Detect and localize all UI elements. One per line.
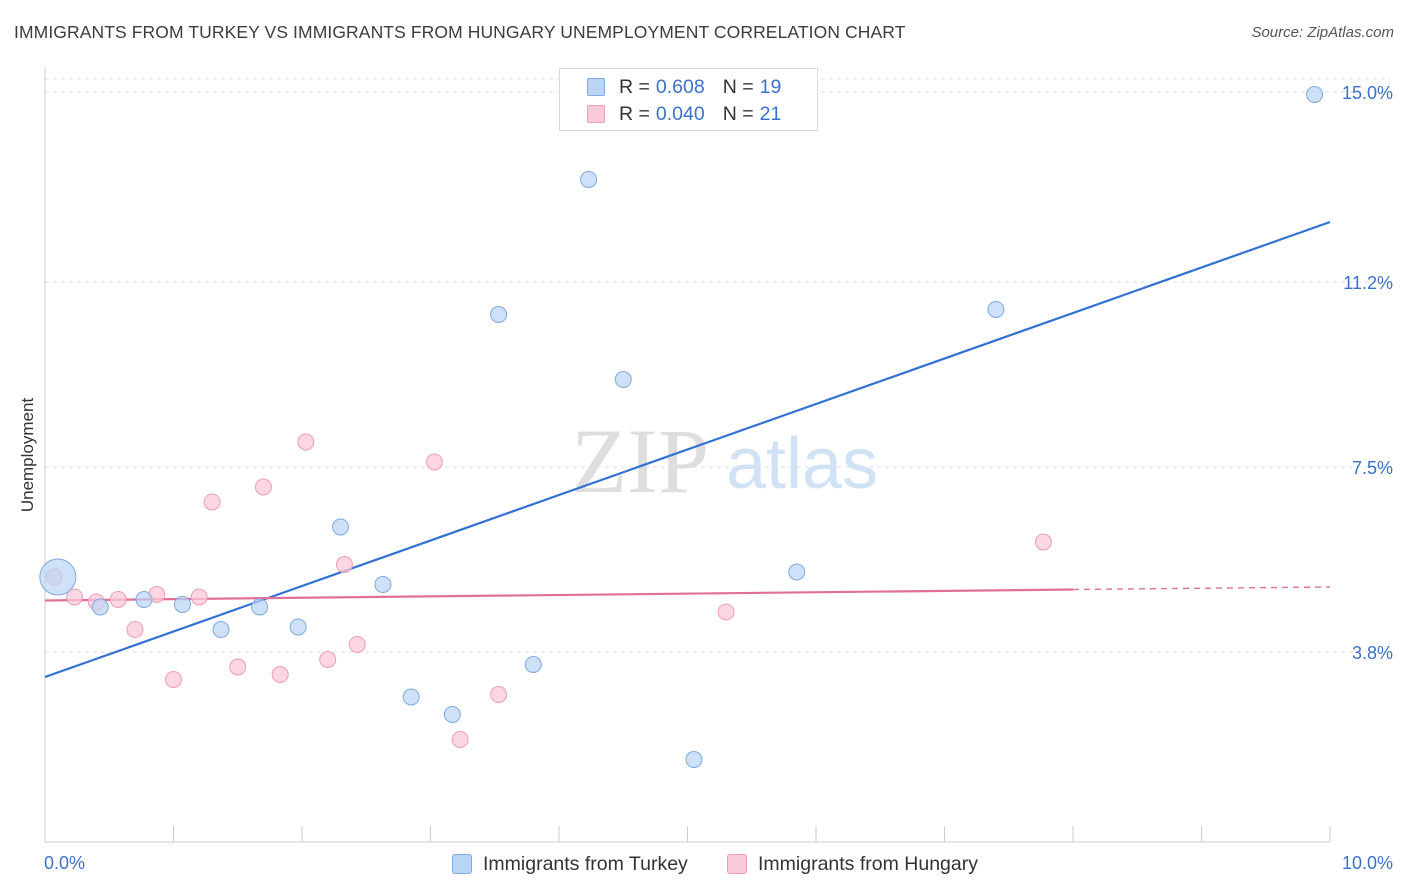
trend-lines [44,220,1331,679]
legend-row-turkey: R = 0.608 N = 19 [587,76,781,98]
legend-row-hungary: R = 0.040 N = 21 [587,103,781,125]
legend-r-value: 0.040 [655,102,705,125]
point-hungary [109,591,127,608]
point-turkey [289,618,307,636]
point-turkey [173,596,191,613]
legend-n-value: 19 [759,75,782,98]
point-hungary [271,666,289,683]
watermark: ZIP atlas [571,410,878,512]
trendline-hungary [44,588,1074,602]
point-hungary [165,671,182,688]
point-hungary [254,478,272,496]
point-turkey [490,306,508,323]
point-turkey [524,656,542,673]
point-turkey [580,171,598,188]
point-hungary [319,651,337,668]
point-turkey [212,621,230,638]
point-turkey [374,576,392,593]
point-turkey [443,706,461,723]
correlation-legend: R = 0.608 N = 19 R = 0.040 N = 21 [559,68,818,131]
point-hungary [451,731,469,748]
bottom-legend-turkey[interactable]: Immigrants from Turkey [452,851,688,877]
point-turkey [788,563,806,581]
axes [44,67,1331,843]
point-turkey [251,598,269,616]
bottom-legend-hungary[interactable]: Immigrants from Hungary [727,851,978,877]
legend-label-turkey: Immigrants from Turkey [483,852,688,875]
point-hungary [126,621,144,638]
legend-label-hungary: Immigrants from Hungary [758,852,978,875]
legend-swatch-hungary [727,854,747,874]
y-tick-label: 15.0% [1342,83,1393,103]
point-hungary [297,433,315,451]
chart-title: IMMIGRANTS FROM TURKEY VS IMMIGRANTS FRO… [14,22,906,42]
legend-r-label: R = [619,102,650,125]
legend-n-label: N = [722,102,754,125]
point-hungary [229,658,247,676]
point-turkey [402,688,420,706]
point-turkey [91,598,109,616]
point-hungary [490,686,508,703]
point-hungary [335,556,353,573]
point-hungary [66,588,84,606]
legend-swatch-turkey [587,78,605,96]
point-turkey [614,371,632,388]
grid-lines [45,78,1390,653]
x-tick-label: 10.0% [1342,853,1393,873]
point-turkey [135,591,153,608]
source-label: Source: ZipAtlas.com [1251,24,1394,41]
point-turkey [1306,86,1324,103]
point-turkey [332,518,350,536]
point-turkey [39,558,77,596]
legend-swatch-hungary [587,105,605,123]
tick-labels: 3.8% 7.5% 11.2% 15.0% 0.0% 10.0% [44,83,1393,873]
point-turkey [685,751,703,768]
y-axis-label: Unemployment [18,397,37,513]
x-tick-label: 0.0% [44,853,85,873]
y-tick-label: 7.5% [1352,458,1393,478]
watermark-atlas: atlas [726,424,878,504]
y-tick-label: 11.2% [1343,273,1393,293]
point-hungary [203,493,221,511]
data-points [39,86,1324,768]
point-hungary [717,603,735,621]
y-tick-label: 3.8% [1352,643,1393,663]
legend-r-value: 0.608 [655,75,705,98]
legend-r-label: R = [619,75,650,98]
point-hungary [1034,533,1052,551]
watermark-zip: ZIP [571,410,709,512]
legend-n-value: 21 [759,102,782,125]
legend-swatch-turkey [452,854,472,874]
trendline-turkey [44,220,1331,679]
legend-n-label: N = [722,75,754,98]
trendline-hungary-extension [1072,586,1331,591]
point-hungary [425,453,443,471]
point-turkey [987,301,1005,318]
point-hungary [190,588,208,606]
point-hungary [348,636,366,653]
